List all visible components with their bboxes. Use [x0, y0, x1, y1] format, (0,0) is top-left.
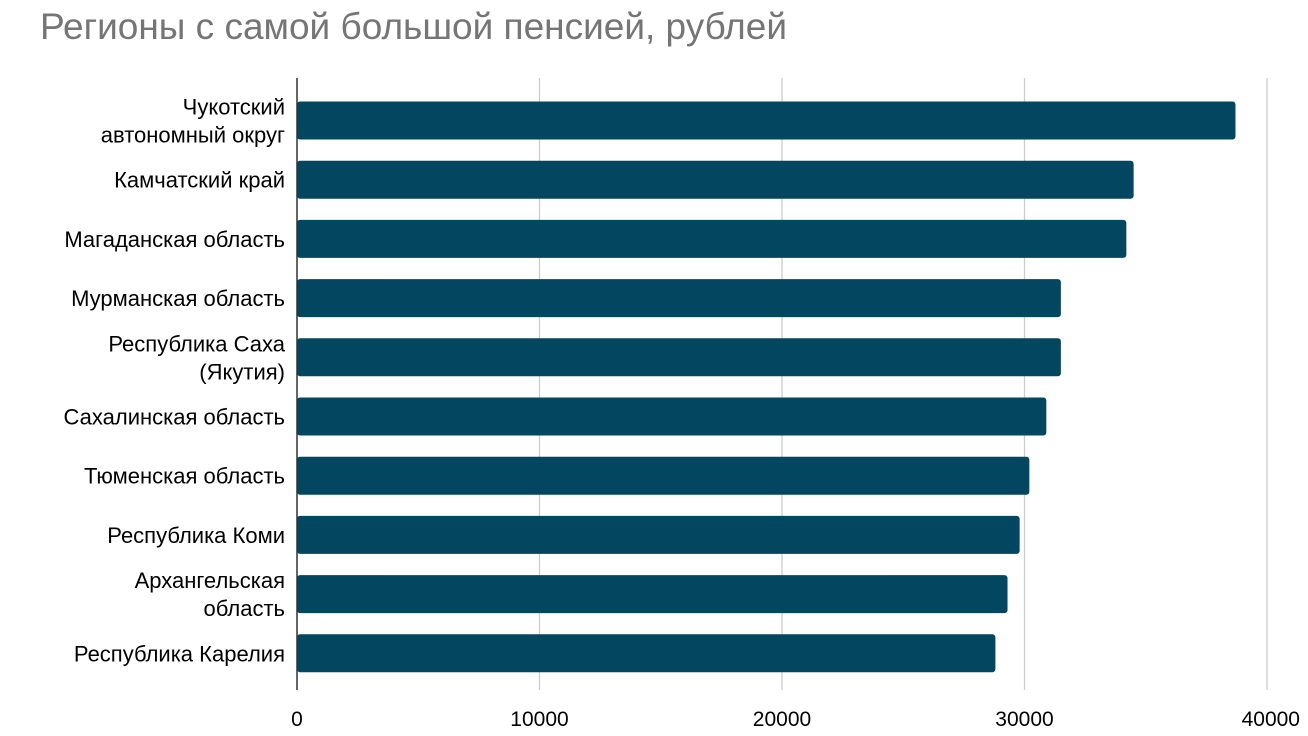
category-label: Камчатский край — [114, 167, 285, 192]
bar — [297, 456, 1030, 495]
bar — [297, 515, 1020, 554]
category-labels: Чукотский автономный округ Камчатский край… — [64, 94, 286, 666]
category-label-line: Тюменская область — [84, 463, 285, 488]
x-tick-labels: 0 10000 20000 30000 40000 — [291, 708, 1300, 731]
category-label: Чукотский автономный округ — [101, 94, 285, 147]
bar — [297, 279, 1061, 318]
x-tick-label: 40000 — [1242, 708, 1300, 731]
x-tick-label: 0 — [291, 708, 303, 731]
bar — [297, 101, 1236, 140]
bar — [297, 219, 1127, 258]
bar — [297, 160, 1134, 199]
category-label-line: Архангельская — [135, 568, 285, 593]
category-label: Магаданская область — [64, 226, 285, 251]
category-label: Мурманская область — [71, 286, 285, 311]
category-label-line: Камчатский край — [114, 167, 285, 192]
bar — [297, 575, 1008, 614]
category-label: Республика Карелия — [74, 641, 285, 666]
x-tick-label: 10000 — [510, 708, 568, 731]
category-label-line: (Якутия) — [199, 359, 285, 384]
bar — [297, 634, 996, 673]
category-label-line: Республика Карелия — [74, 641, 285, 666]
category-label: Архангельская область — [135, 568, 285, 621]
category-label-line: Чукотский — [183, 94, 285, 119]
category-label-line: Республика Саха — [108, 331, 285, 356]
chart-title: Регионы с самой большой пенсией, рублей — [40, 6, 787, 47]
category-label: Республика Саха (Якутия) — [108, 331, 285, 384]
category-label-line: Мурманская область — [71, 286, 285, 311]
bar — [297, 338, 1061, 377]
category-label: Тюменская область — [84, 463, 285, 488]
x-tick-label: 30000 — [995, 708, 1053, 731]
category-label: Республика Коми — [107, 522, 285, 547]
category-label-line: Сахалинская область — [64, 404, 285, 429]
bar — [297, 397, 1047, 436]
x-tick-label: 20000 — [753, 708, 811, 731]
category-label-line: Республика Коми — [107, 522, 285, 547]
category-label-line: автономный округ — [101, 122, 285, 147]
category-label-line: Магаданская область — [64, 226, 285, 251]
category-label: Сахалинская область — [64, 404, 285, 429]
bars — [297, 101, 1236, 673]
category-label-line: область — [204, 596, 285, 621]
